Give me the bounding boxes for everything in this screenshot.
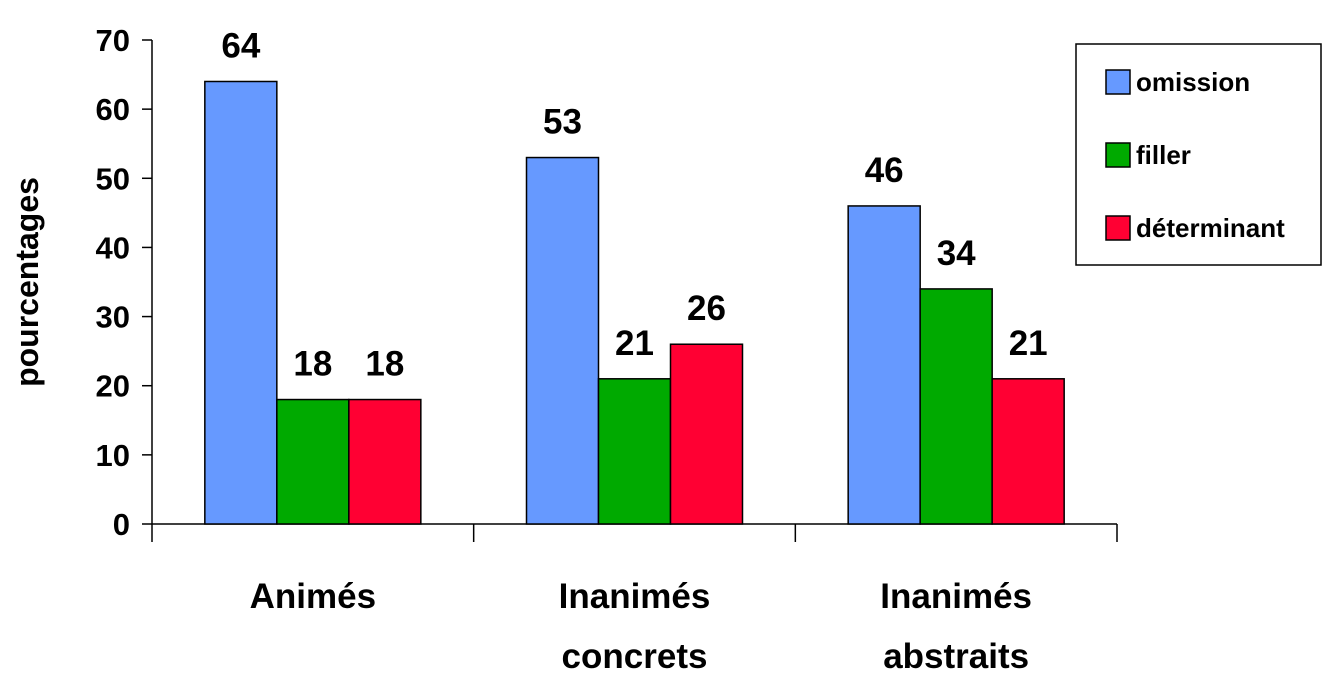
legend-label: omission — [1136, 67, 1250, 97]
data-labels: 64 18 18 53 21 26 46 34 21 — [221, 26, 1047, 383]
bars — [204, 80, 1065, 525]
bar-omission — [525, 156, 600, 525]
y-tick-label: 40 — [96, 230, 130, 265]
bar-déterminant — [991, 378, 1065, 525]
x-category-label: Inanimés — [559, 577, 711, 616]
x-category-label: Inanimés — [880, 577, 1032, 616]
y-tick-label: 20 — [96, 369, 130, 404]
x-category-label: concrets — [562, 637, 708, 673]
y-tick-label: 50 — [96, 161, 130, 196]
data-label: 64 — [221, 26, 260, 65]
legend-label: filler — [1136, 140, 1191, 170]
data-label: 46 — [865, 151, 904, 190]
data-label: 26 — [687, 289, 726, 328]
x-axis: Animés Inanimés concrets Inanimés abstraits — [151, 523, 1118, 673]
legend-label: déterminant — [1136, 213, 1285, 243]
y-tick-label: 30 — [96, 300, 130, 335]
bar-déterminant — [348, 398, 422, 525]
data-label: 34 — [937, 234, 976, 273]
bar-omission — [847, 205, 921, 525]
bar-filler — [919, 288, 993, 525]
x-category-label: Animés — [250, 577, 376, 616]
bar-filler — [276, 398, 350, 525]
data-label: 21 — [615, 324, 654, 363]
legend-swatch-omission — [1105, 69, 1131, 95]
bar-omission — [204, 80, 278, 525]
data-label: 18 — [293, 345, 332, 384]
legend-swatch-filler — [1105, 142, 1131, 168]
y-tick-label: 0 — [113, 507, 130, 542]
data-label: 53 — [543, 103, 582, 142]
data-label: 18 — [365, 345, 404, 384]
legend: omission filler déterminant — [1075, 43, 1322, 266]
data-label: 21 — [1009, 324, 1048, 363]
legend-swatch-déterminant — [1105, 215, 1131, 241]
y-tick-label: 10 — [96, 438, 130, 473]
y-tick-label: 60 — [96, 92, 130, 127]
y-tick-label: 70 — [96, 23, 130, 58]
x-category-label: abstraits — [883, 637, 1029, 673]
bar-filler — [597, 378, 672, 525]
bar-déterminant — [669, 343, 744, 525]
y-axis: 0 10 20 30 40 50 60 70 — [96, 23, 153, 542]
y-axis-title: pourcentages — [9, 177, 45, 387]
